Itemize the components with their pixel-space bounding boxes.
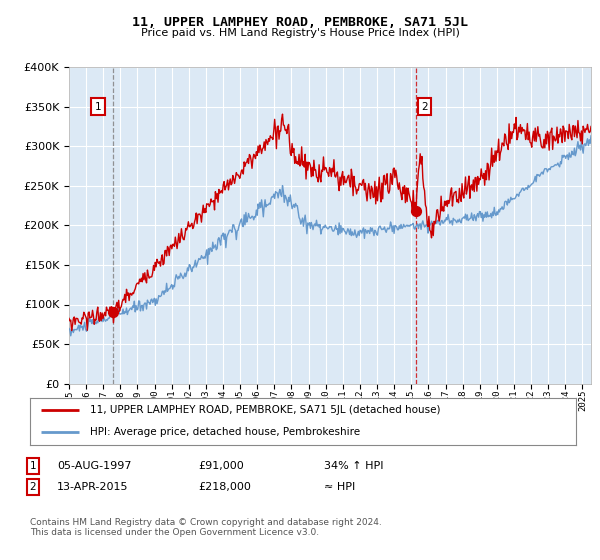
Point [109,307,118,316]
Text: 13-APR-2015: 13-APR-2015 [57,482,128,492]
Text: 11, UPPER LAMPHEY ROAD, PEMBROKE, SA71 5JL (detached house): 11, UPPER LAMPHEY ROAD, PEMBROKE, SA71 5… [90,405,440,416]
Text: 05-AUG-1997: 05-AUG-1997 [57,461,131,471]
Text: Price paid vs. HM Land Registry's House Price Index (HPI): Price paid vs. HM Land Registry's House … [140,28,460,38]
Text: £218,000: £218,000 [198,482,251,492]
Text: ≈ HPI: ≈ HPI [324,482,355,492]
Text: 34% ↑ HPI: 34% ↑ HPI [324,461,383,471]
Text: 2: 2 [421,102,428,112]
Text: HPI: Average price, detached house, Pembrokeshire: HPI: Average price, detached house, Pemb… [90,427,360,437]
Text: 1: 1 [29,461,37,471]
Text: 2: 2 [29,482,37,492]
Text: Contains HM Land Registry data © Crown copyright and database right 2024.
This d: Contains HM Land Registry data © Crown c… [30,518,382,538]
Text: £91,000: £91,000 [198,461,244,471]
Text: 1: 1 [94,102,101,112]
Text: 11, UPPER LAMPHEY ROAD, PEMBROKE, SA71 5JL: 11, UPPER LAMPHEY ROAD, PEMBROKE, SA71 5… [132,16,468,29]
Point [411,207,421,216]
